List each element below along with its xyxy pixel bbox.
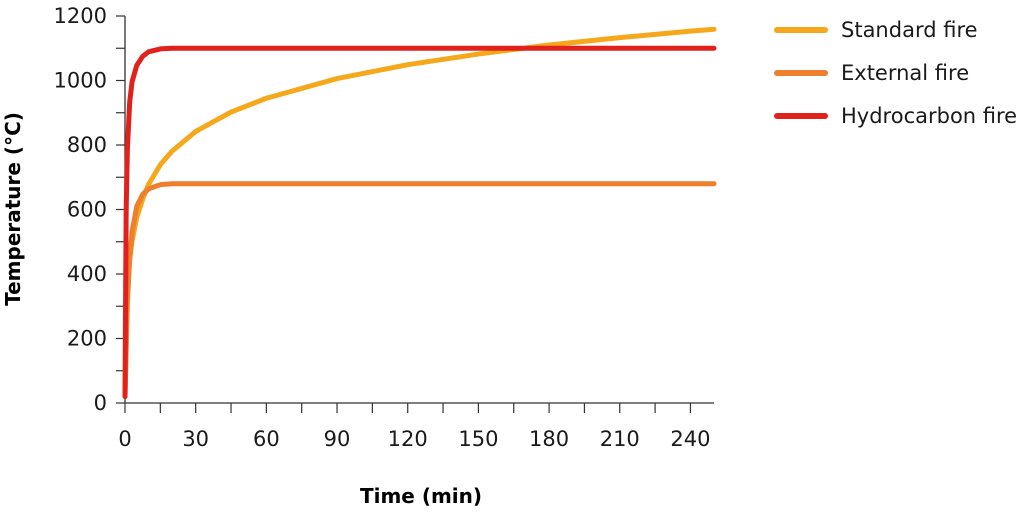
y-tick-label: 600 [67,198,107,222]
tick-labels: 0 200 400 600 800 1000 1200 0 30 60 90 120 150 180 210… [54,4,711,451]
x-tick-label: 150 [458,427,498,451]
y-tick-label: 200 [67,327,107,351]
x-tick-label: 30 [182,427,209,451]
series-line-2 [122,45,717,400]
legend-label-1: External fire [841,61,969,85]
series-line-0 [122,26,717,400]
x-axis-title: Time (min) [360,484,482,508]
x-tick-label: 240 [670,427,710,451]
x-tick-label: 90 [324,427,351,451]
series-line-1 [122,181,717,400]
legend-label-0: Standard fire [841,18,978,42]
x-tick-label: 0 [118,427,131,451]
x-tick-label: 210 [600,427,640,451]
y-tick-label: 800 [67,133,107,157]
axes [116,15,714,413]
x-tick-label: 180 [529,427,569,451]
y-tick-label: 0 [94,391,107,415]
y-tick-label: 1000 [54,69,107,93]
y-axis-title: Temperature (°C) [1,112,25,306]
legend: Standard fire External fire Hydrocarbon fi… [774,18,1017,128]
series-lines [122,26,717,400]
y-tick-label: 400 [67,262,107,286]
x-tick-label: 60 [253,427,280,451]
x-tick-label: 120 [388,427,428,451]
legend-label-2: Hydrocarbon fire [841,104,1017,128]
y-tick-label: 1200 [54,4,107,28]
